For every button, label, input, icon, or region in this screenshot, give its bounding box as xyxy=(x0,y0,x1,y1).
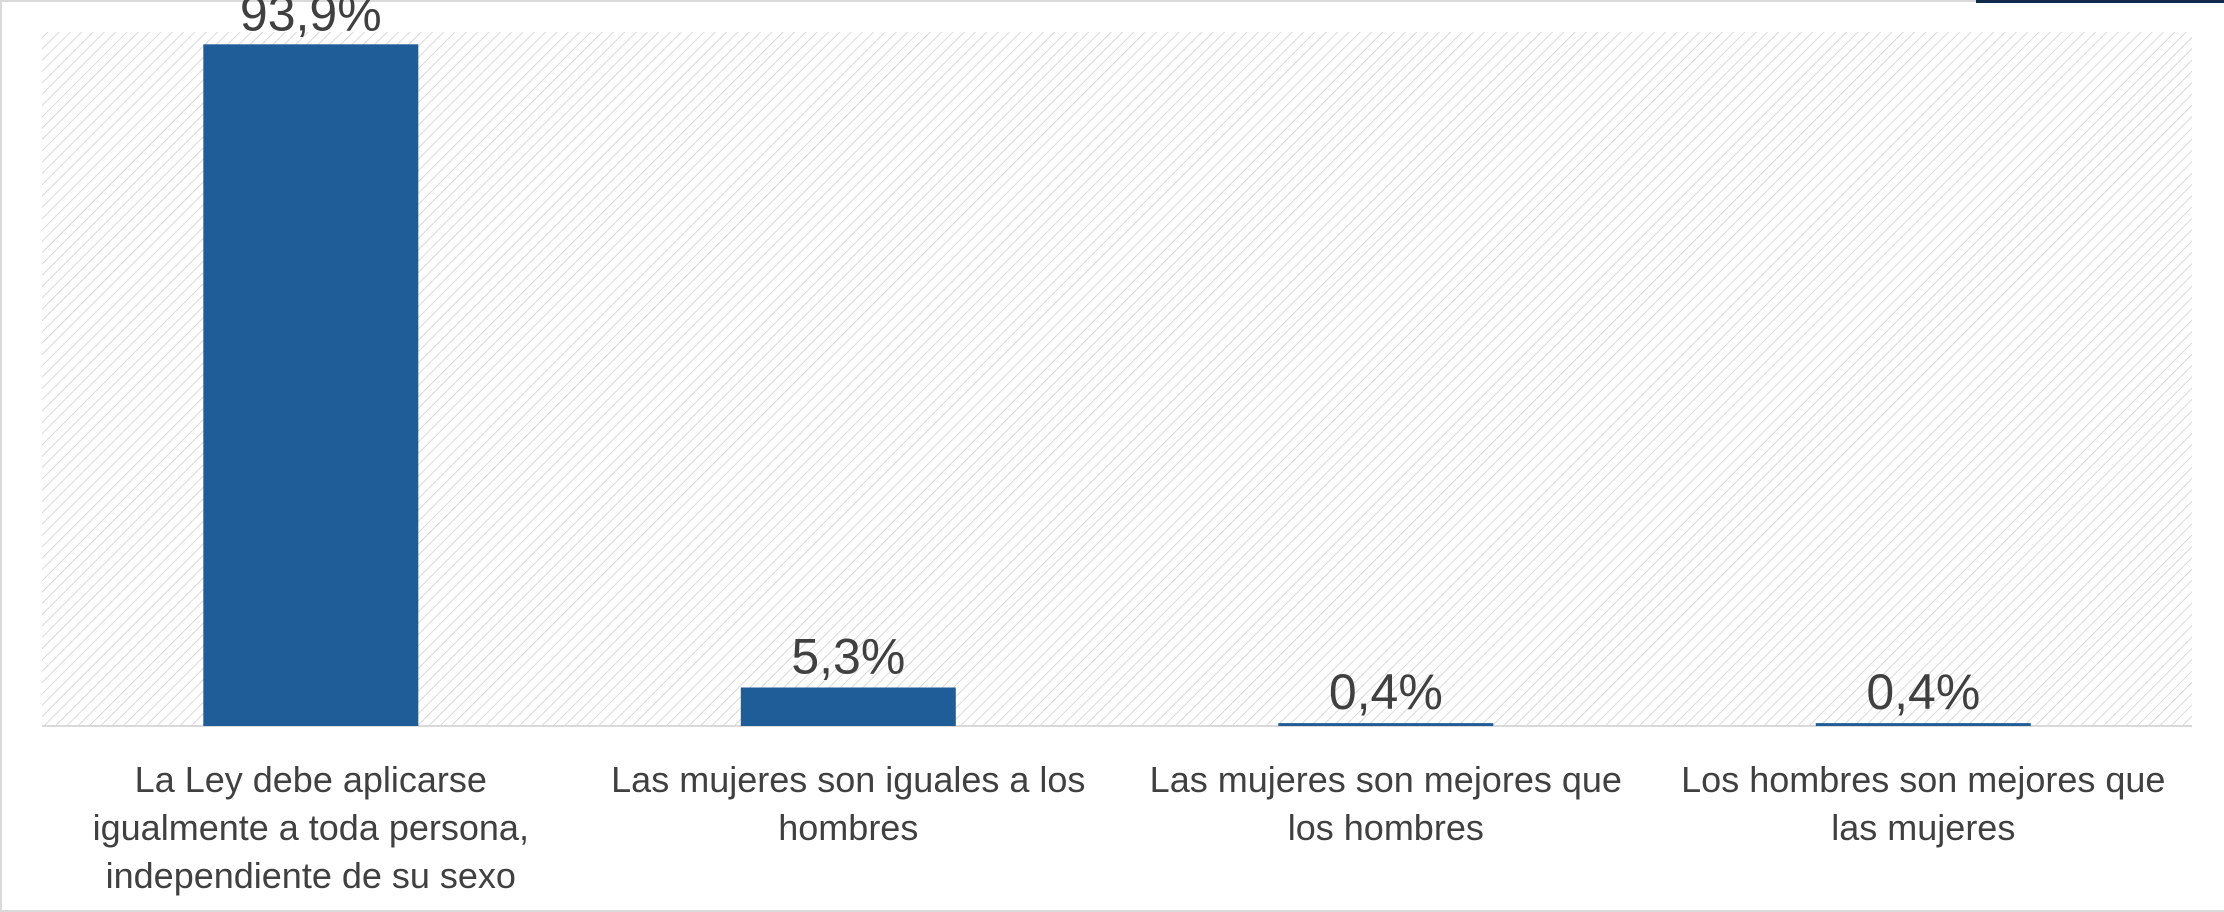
bar-value-label: 0,4% xyxy=(1329,664,1443,720)
value-labels-group: 93,9% 5,3% 0,4% 0,4% xyxy=(240,0,1980,720)
bars-group xyxy=(203,44,2031,727)
bar xyxy=(1278,723,1494,726)
bar-value-label: 5,3% xyxy=(791,629,905,685)
category-label: Los hombres son mejores que las mujeres xyxy=(1681,759,2166,848)
category-label: Las mujeres son mejores que los hombres xyxy=(1149,759,1622,848)
bar xyxy=(203,44,419,727)
category-label: Las mujeres son iguales a los hombres xyxy=(611,759,1086,848)
bar-value-label: 93,9% xyxy=(240,0,382,41)
bar-value-label: 0,4% xyxy=(1866,664,1980,720)
category-label: La Ley debe aplicarse igualmente a toda … xyxy=(92,759,529,896)
bar xyxy=(1815,723,2031,726)
bar xyxy=(740,687,956,726)
corner-accent xyxy=(1976,0,2224,3)
